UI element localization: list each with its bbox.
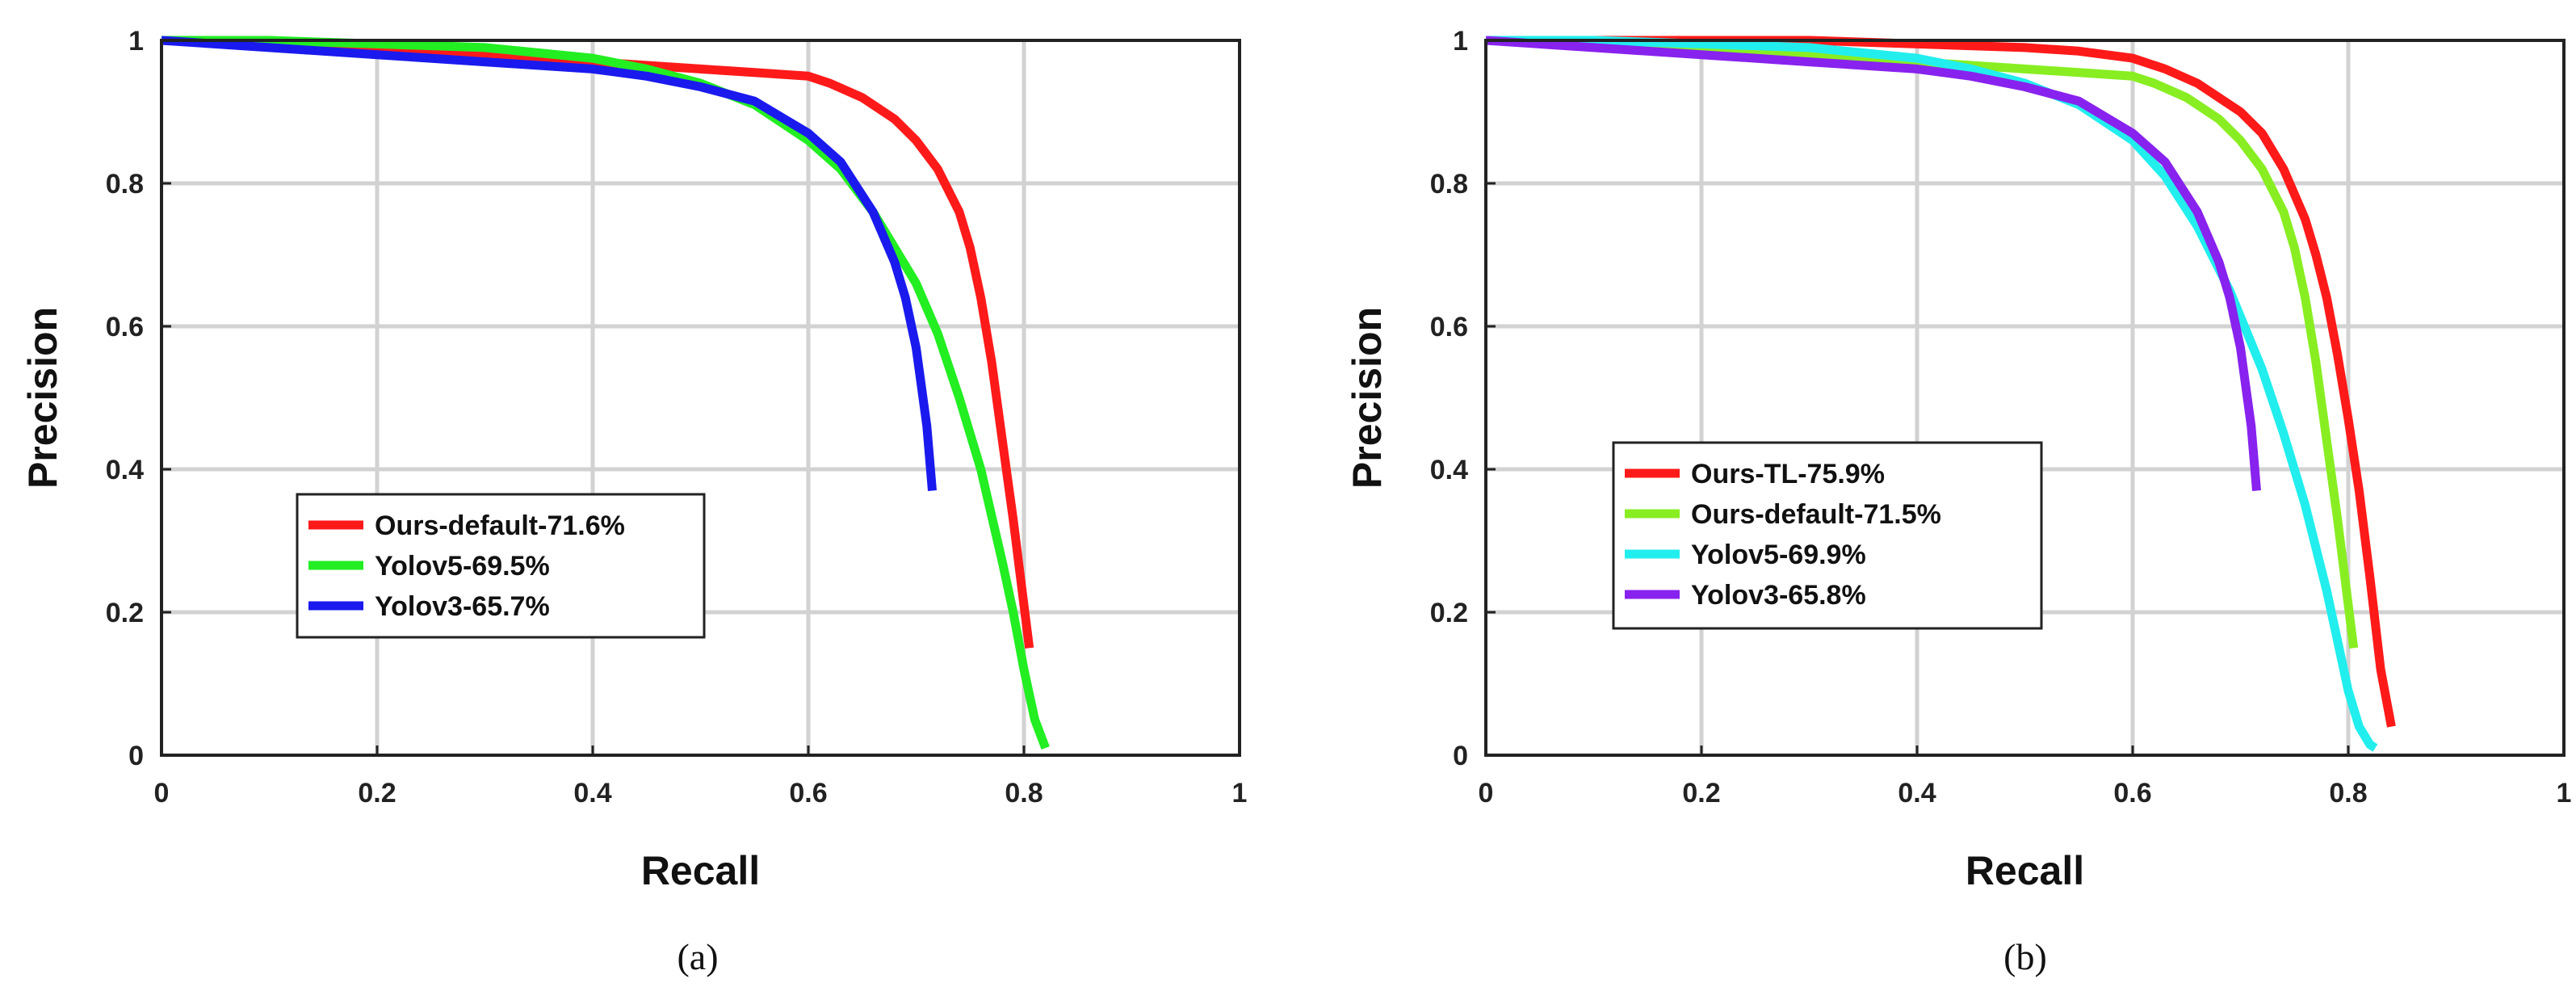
- axes-frame: [160, 39, 1241, 757]
- x-tick-label: 0.8: [1005, 778, 1043, 808]
- legend: Ours-default-71.6% Yolov5-69.5% Yolov3-65.…: [296, 493, 706, 639]
- y-tick-label: 0.2: [106, 598, 144, 628]
- x-tick-label: 0.4: [573, 778, 611, 808]
- x-tick-label: 1: [1232, 778, 1248, 808]
- x-tick-label: 1: [2557, 778, 2572, 808]
- legend-box: [1612, 441, 2043, 630]
- series-line-3: [161, 36, 937, 491]
- series-line-1: [161, 36, 1034, 649]
- x-tick-label: 0.8: [2329, 778, 2367, 808]
- y-tick-label: 0.6: [106, 312, 144, 342]
- figure-caption: (a): [677, 936, 718, 977]
- chart-panel-2: 0 0.2 0.4 0.6 0.8 1 0 0.2 0.4 0.6 0.8 1 Recall Precis…: [1345, 26, 2571, 977]
- plot-area: [162, 40, 1240, 755]
- y-tick-label: 0.6: [1430, 312, 1468, 342]
- series-line-2: [1485, 36, 2359, 649]
- legend-label: Yolov5-69.5%: [375, 551, 550, 582]
- legend-label: Ours-default-71.5%: [1691, 499, 1941, 530]
- legend-label: Yolov3-65.8%: [1691, 580, 1866, 611]
- y-tick-label: 0.8: [1430, 169, 1468, 200]
- y-axis-label: Precision: [1345, 307, 1390, 489]
- x-tick-label: 0.4: [1898, 778, 1936, 808]
- series-line-1: [1486, 36, 2396, 728]
- y-tick-label: 1: [128, 26, 144, 57]
- x-tick-label: 0: [154, 778, 170, 808]
- axes-frame: [1484, 39, 2566, 757]
- legend: Ours-TL-75.9% Ours-default-71.5% Yolov5-69…: [1612, 441, 2043, 630]
- legend-box: [296, 493, 706, 639]
- legend-label: Yolov3-65.7%: [375, 591, 550, 622]
- x-tick-label: 0.2: [358, 778, 396, 808]
- x-tick-label: 0.2: [1682, 778, 1720, 808]
- y-tick-label: 0: [128, 741, 144, 771]
- y-tick-label: 0: [1453, 741, 1468, 771]
- x-tick-label: 0: [1479, 778, 1494, 808]
- x-tick-label: 0.6: [789, 778, 827, 808]
- y-tick-label: 0.4: [106, 455, 144, 485]
- figure-caption: (b): [2003, 936, 2047, 977]
- x-axis-label: Recall: [641, 848, 760, 893]
- series-line-4: [1485, 36, 2261, 491]
- y-axis-label: Precision: [20, 307, 65, 489]
- series-line-3: [1486, 36, 2378, 752]
- legend-label: Yolov5-69.9%: [1691, 540, 1866, 570]
- legend-label: Ours-default-71.6%: [375, 510, 625, 541]
- chart-panel-1: 0 0.2 0.4 0.6 0.8 1 0 0.2 0.4 0.6 0.8 1 Recall Precis…: [20, 26, 1247, 977]
- y-tick-label: 0.4: [1430, 455, 1468, 485]
- legend-label: Ours-TL-75.9%: [1691, 459, 1885, 489]
- y-tick-label: 0.8: [106, 169, 144, 200]
- plot-area: [1486, 40, 2564, 755]
- y-tick-label: 1: [1453, 26, 1468, 57]
- x-tick-label: 0.6: [2113, 778, 2151, 808]
- x-axis-label: Recall: [1966, 848, 2084, 893]
- y-tick-label: 0.2: [1430, 598, 1468, 628]
